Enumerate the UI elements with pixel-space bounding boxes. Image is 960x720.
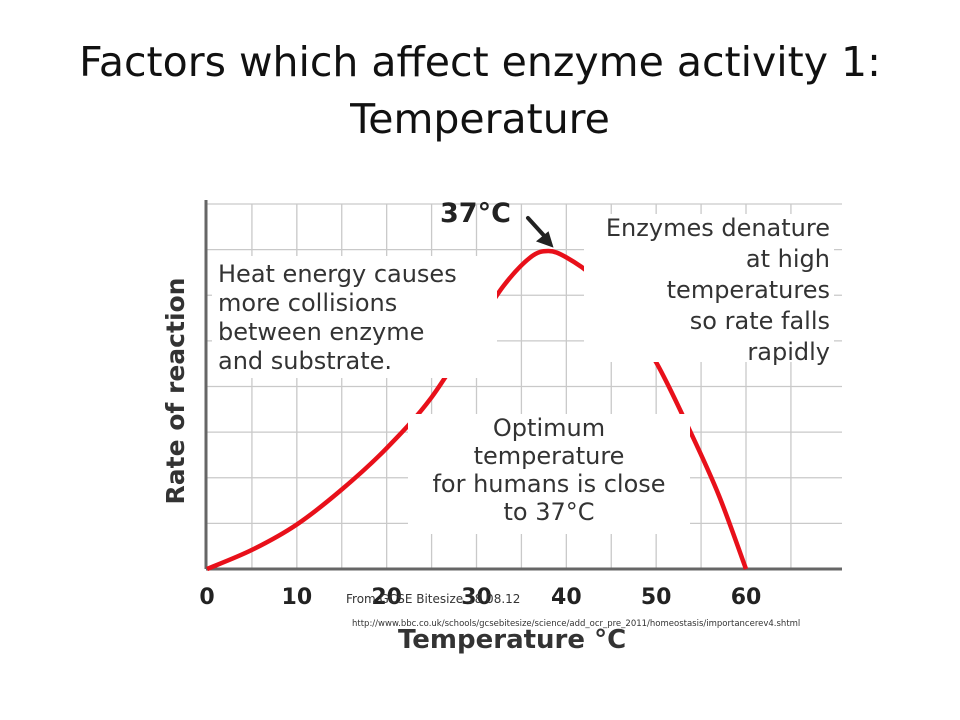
denature-annotation-line: rapidly — [747, 338, 830, 366]
peak-label: 37°C — [440, 198, 511, 229]
y-axis-label: Rate of reaction — [161, 278, 190, 505]
optimum-annotation-line: temperature — [474, 442, 625, 470]
slide-title-line-1: Factors which affect enzyme activity 1: — [79, 38, 881, 86]
peak-arrow-head — [535, 231, 554, 248]
series-line — [206, 248, 749, 572]
denature-annotation-line: temperatures — [667, 276, 830, 304]
optimum-annotation-line: Optimum — [493, 414, 605, 442]
heat-annotation-line: and substrate. — [218, 347, 392, 375]
denature-annotation-line: so rate falls — [690, 307, 830, 335]
source-credit: From GCSE Bitesize 18.08.12 — [346, 592, 521, 606]
heat-annotation-line: Heat energy causes — [218, 260, 457, 288]
x-tick-label: 30 — [461, 585, 492, 610]
x-tick-labels: 0 10 20 30 40 50 60 — [199, 585, 761, 610]
optimum-annotation-line: to 37°C — [503, 498, 594, 526]
x-tick-label: 50 — [641, 585, 672, 610]
x-tick-label: 10 — [282, 585, 313, 610]
x-axis-label: Temperature °C — [398, 625, 626, 655]
slide-title-line-2: Temperature — [350, 95, 610, 143]
x-tick-label: 20 — [371, 585, 402, 610]
x-tick-label: 0 — [199, 585, 214, 610]
denature-annotation-line: at high — [746, 245, 830, 273]
optimum-annotation-bg — [408, 414, 690, 534]
x-tick-label: 40 — [551, 585, 582, 610]
x-tick-label: 60 — [731, 585, 762, 610]
optimum-annotation-line: for humans is close — [432, 470, 665, 498]
chart-axes — [204, 200, 842, 571]
heat-annotation-line: between enzyme — [218, 318, 424, 346]
heat-annotation-line: more collisions — [218, 289, 397, 317]
denature-annotation-bg — [584, 214, 834, 362]
slide-title: Factors which affect enzyme activity 1: … — [40, 34, 920, 148]
source-url[interactable]: http://www.bbc.co.uk/schools/gcsebitesiz… — [352, 619, 801, 629]
heat-annotation-bg — [212, 256, 497, 378]
denature-annotation-line: Enzymes denature — [606, 214, 830, 242]
